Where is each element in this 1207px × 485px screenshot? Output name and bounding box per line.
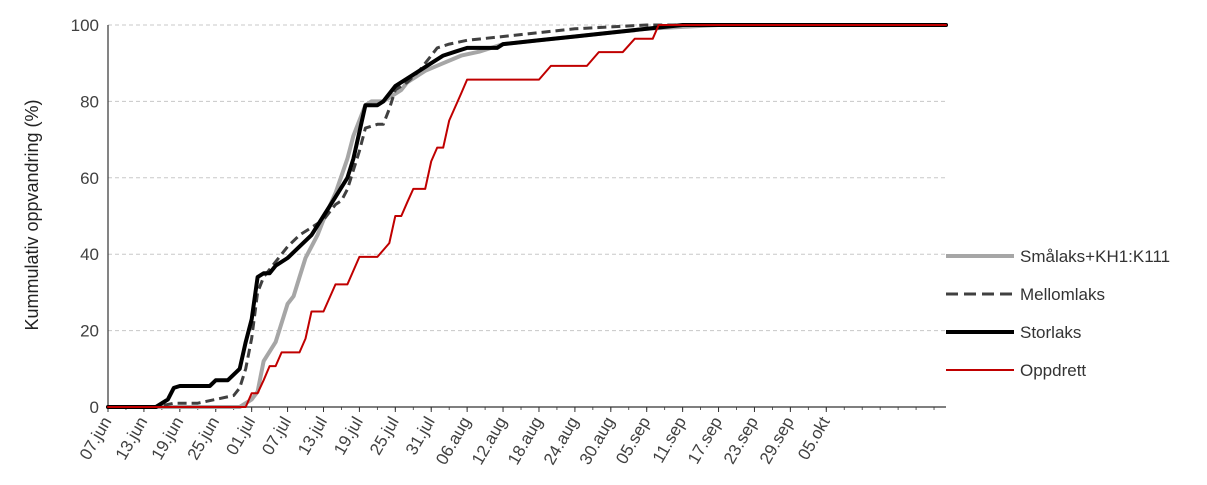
- legend-label: Storlaks: [1020, 323, 1081, 342]
- x-tick-label: 17.sep: [684, 414, 726, 468]
- x-tick-label: 01.jul: [222, 414, 259, 459]
- y-tick-label: 0: [90, 398, 99, 417]
- y-tick-label: 20: [80, 322, 99, 341]
- x-tick-label: 19.jul: [330, 414, 367, 459]
- x-tick-label: 25.jun: [184, 414, 224, 464]
- series-line: [106, 23, 948, 409]
- x-tick-label: 24.aug: [540, 414, 582, 469]
- y-tick-label: 40: [80, 245, 99, 264]
- axes: [107, 25, 946, 408]
- x-tick-label: 23.sep: [720, 414, 762, 468]
- legend: Smålaks+KH1:K111 Mellomlaks Storlaks Oppdre…: [946, 247, 1170, 380]
- series-line: [108, 23, 946, 409]
- y-tick-label: 100: [71, 16, 99, 35]
- legend-label: Smålaks+KH1:K111: [1020, 247, 1170, 266]
- legend-label: Oppdrett: [1020, 361, 1086, 380]
- x-tick-label: 07.jun: [76, 414, 116, 464]
- x-tick-label: 05.sep: [612, 414, 654, 468]
- x-tick-label: 07.jul: [258, 414, 295, 459]
- x-tick-label: 29.sep: [756, 414, 798, 468]
- x-tick-label: 13.jul: [294, 414, 331, 459]
- legend-label: Mellomlaks: [1020, 285, 1105, 304]
- x-tick-label: 19.jun: [148, 414, 188, 464]
- y-tick-label: 60: [80, 169, 99, 188]
- x-tick-label: 06.aug: [432, 413, 474, 468]
- x-tick-label: 31.jul: [402, 414, 439, 459]
- x-tick-label: 18.aug: [504, 414, 546, 469]
- series-lines: [106, 23, 948, 409]
- series-line: [106, 23, 948, 409]
- y-axis-label: Kummulativ oppvandring (%): [22, 99, 42, 330]
- series-line: [107, 24, 947, 408]
- x-tick-label: 12.aug: [468, 414, 510, 469]
- x-tick-label: 05.okt: [794, 413, 834, 463]
- gridlines: [108, 24, 946, 332]
- x-tick-label: 30.aug: [576, 414, 618, 469]
- x-tick-label: 13.jun: [112, 414, 152, 464]
- x-tick-label: 25.jul: [366, 414, 403, 459]
- y-axis-ticks: 0 20 40 60 80 100: [71, 16, 99, 417]
- y-tick-label: 80: [80, 92, 99, 111]
